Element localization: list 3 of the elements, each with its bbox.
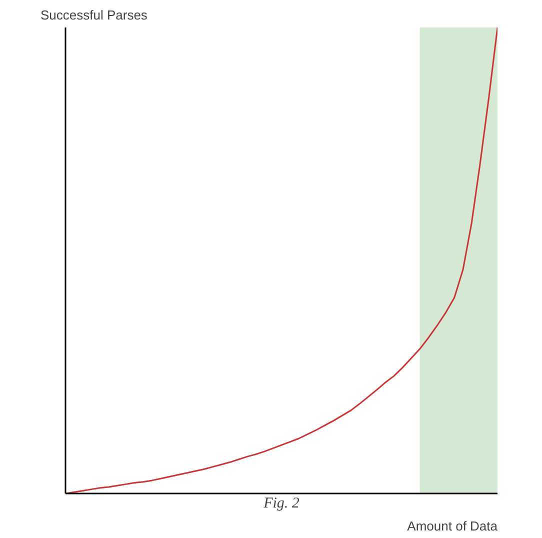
x-axis-title: Amount of Data [407,518,498,534]
y-axis-title: Successful Parses [40,8,148,22]
caption: Fig. 2 [262,496,300,512]
